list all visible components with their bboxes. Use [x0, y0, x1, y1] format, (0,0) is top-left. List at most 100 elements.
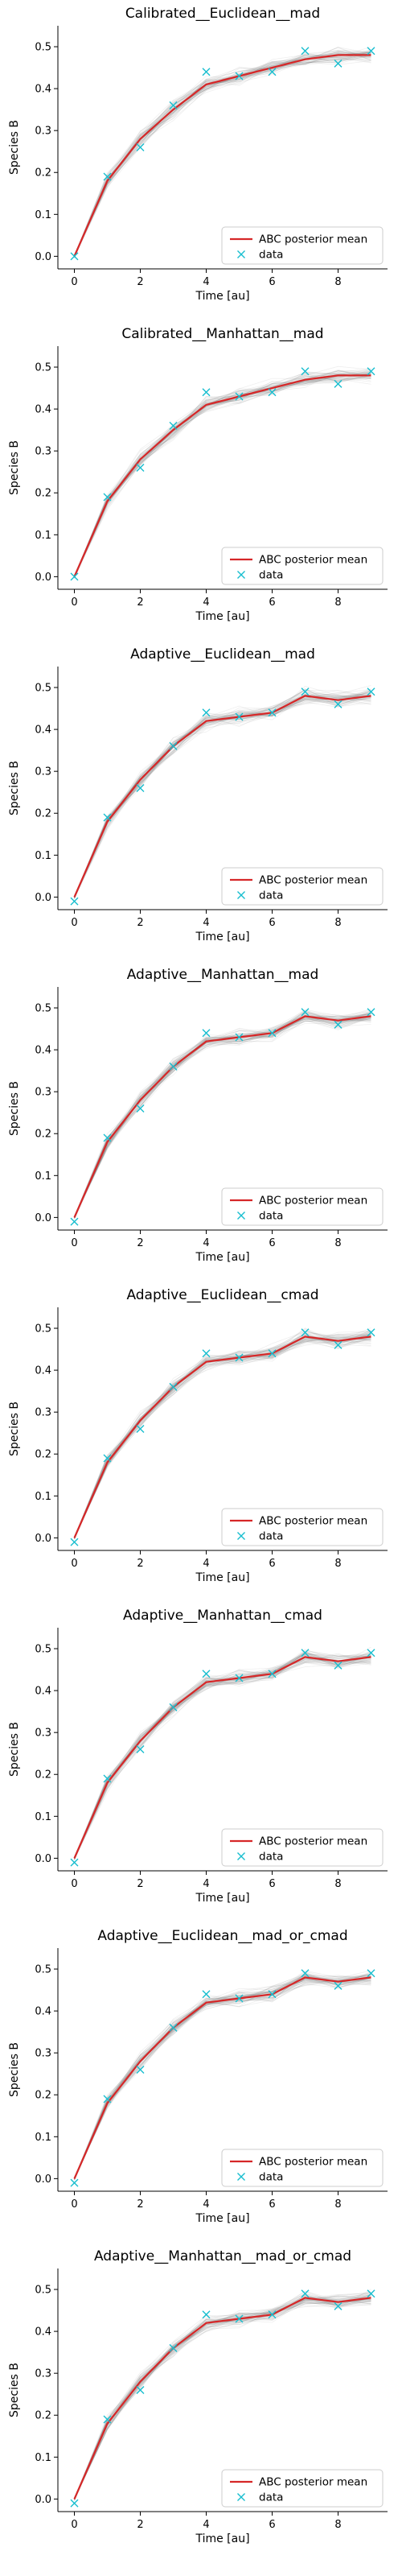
data-point [169, 1703, 178, 1711]
posterior-sample-line [74, 1975, 371, 2179]
posterior-sample-line [74, 1656, 371, 1859]
posterior-sample-line [74, 2297, 371, 2500]
legend-label-posterior-mean: ABC posterior mean [259, 233, 367, 246]
posterior-sample-line [74, 52, 371, 257]
posterior-mean-line [73, 1656, 371, 1859]
y-tick-label: 0.1 [35, 209, 51, 221]
posterior-sample-line [74, 2296, 371, 2500]
chart-title: Calibrated__Euclidean__mad [125, 6, 320, 22]
legend-box [221, 1508, 384, 1546]
posterior-sample-line [74, 1654, 371, 1858]
posterior-sample-line [74, 1655, 371, 1860]
data-point [301, 1969, 310, 1978]
legend: ABC posterior mean data [221, 867, 384, 906]
posterior-sample-line [74, 1336, 371, 1538]
posterior-sample-line [74, 1655, 371, 1859]
x-tick-label: 8 [334, 1878, 341, 1890]
posterior-sample-line [74, 372, 371, 577]
posterior-sample-line [74, 1014, 371, 1219]
y-tick-label: 0.5 [35, 1644, 51, 1656]
legend-marker-swatch [237, 1212, 245, 1220]
posterior-sample-line [74, 1335, 371, 1538]
posterior-sample-line [74, 1979, 371, 2180]
x-tick-label: 4 [203, 917, 209, 929]
posterior-sample-line [74, 52, 371, 256]
data-point [169, 2023, 178, 2032]
x-tick-label: 0 [71, 2198, 77, 2211]
posterior-sample-line [74, 1655, 371, 1860]
posterior-sample-line [74, 56, 371, 257]
posterior-sample-line [74, 1978, 371, 2178]
data-point [103, 1454, 112, 1463]
posterior-sample-line [74, 46, 371, 257]
posterior-sample-line [74, 1013, 371, 1218]
posterior-sample-line [74, 1015, 371, 1218]
x-tick-label: 2 [137, 2519, 143, 2531]
posterior-sample-line [74, 1010, 371, 1217]
data-point [136, 1104, 145, 1113]
data-point [334, 2301, 343, 2310]
y-tick-label: 0.1 [35, 850, 51, 862]
posterior-mean-line [73, 374, 371, 577]
posterior-sample-line [74, 2293, 371, 2500]
posterior-sample-line [74, 1977, 371, 2180]
legend-label-posterior-mean: ABC posterior mean [259, 1835, 367, 1848]
posterior-sample-line [74, 2294, 371, 2499]
x-tick-label: 0 [71, 917, 77, 929]
y-tick-label: 0.4 [35, 724, 51, 737]
x-tick-label: 2 [137, 276, 143, 288]
y-tick-label: 0.5 [35, 1003, 51, 1015]
y-tick-label: 0.5 [35, 42, 51, 54]
data-point [367, 47, 375, 56]
posterior-sample-line [74, 1976, 371, 2178]
legend-label-posterior-mean: ABC posterior mean [259, 2476, 367, 2489]
posterior-sample-line [74, 374, 371, 578]
posterior-sample-line [74, 691, 371, 898]
posterior-sample-line [74, 51, 371, 258]
posterior-sample-line [74, 1330, 371, 1538]
posterior-sample-line [74, 1009, 371, 1218]
x-tick-label: 4 [203, 597, 209, 609]
posterior-sample-line [74, 688, 371, 898]
posterior-sample-line [74, 1331, 371, 1539]
data-point [169, 2343, 178, 2352]
posterior-sample-line [74, 1654, 371, 1858]
x-tick-label: 0 [71, 1878, 77, 1890]
data-point [367, 687, 375, 696]
chart-title: Adaptive__Euclidean__mad_or_cmad [97, 1928, 347, 1944]
legend-marker-swatch [237, 1532, 245, 1540]
posterior-sample-line [74, 1975, 371, 2179]
posterior-sample-line [74, 52, 371, 257]
posterior-sample-line [74, 692, 371, 898]
posterior-sample-line [74, 60, 371, 255]
posterior-mean-line [73, 1015, 371, 1218]
posterior-sample-line [74, 1013, 371, 1218]
data-point [169, 741, 178, 750]
posterior-sample-line [74, 1659, 371, 1860]
chart-title: Adaptive__Manhattan__mad [127, 967, 319, 983]
posterior-sample-line [74, 688, 371, 898]
y-tick-label: 0.5 [35, 2285, 51, 2297]
posterior-sample-line [74, 2297, 371, 2500]
x-tick-label: 6 [269, 917, 275, 929]
data-point [202, 1670, 211, 1678]
posterior-sample-line [74, 52, 371, 257]
posterior-sample-line [74, 1335, 371, 1537]
y-tick-label: 0.3 [35, 126, 51, 138]
posterior-sample-line [74, 369, 371, 577]
x-tick-label: 6 [269, 2519, 275, 2531]
y-tick-label: 0.3 [35, 766, 51, 778]
posterior-sample-line [74, 2297, 371, 2500]
legend: ABC posterior mean data [221, 547, 384, 585]
posterior-sample-line [74, 371, 371, 577]
posterior-sample-line [74, 1012, 371, 1218]
data-point [235, 392, 244, 401]
legend-label-data: data [259, 2171, 283, 2184]
posterior-sample-line [74, 689, 371, 896]
posterior-sample-line [74, 1975, 371, 2178]
y-axis-label: Species B [8, 1402, 21, 1456]
y-tick-label: 0.4 [35, 2006, 51, 2018]
posterior-sample-line [74, 1979, 371, 2178]
posterior-sample-line [74, 2295, 371, 2498]
posterior-sample-line [74, 2295, 371, 2500]
